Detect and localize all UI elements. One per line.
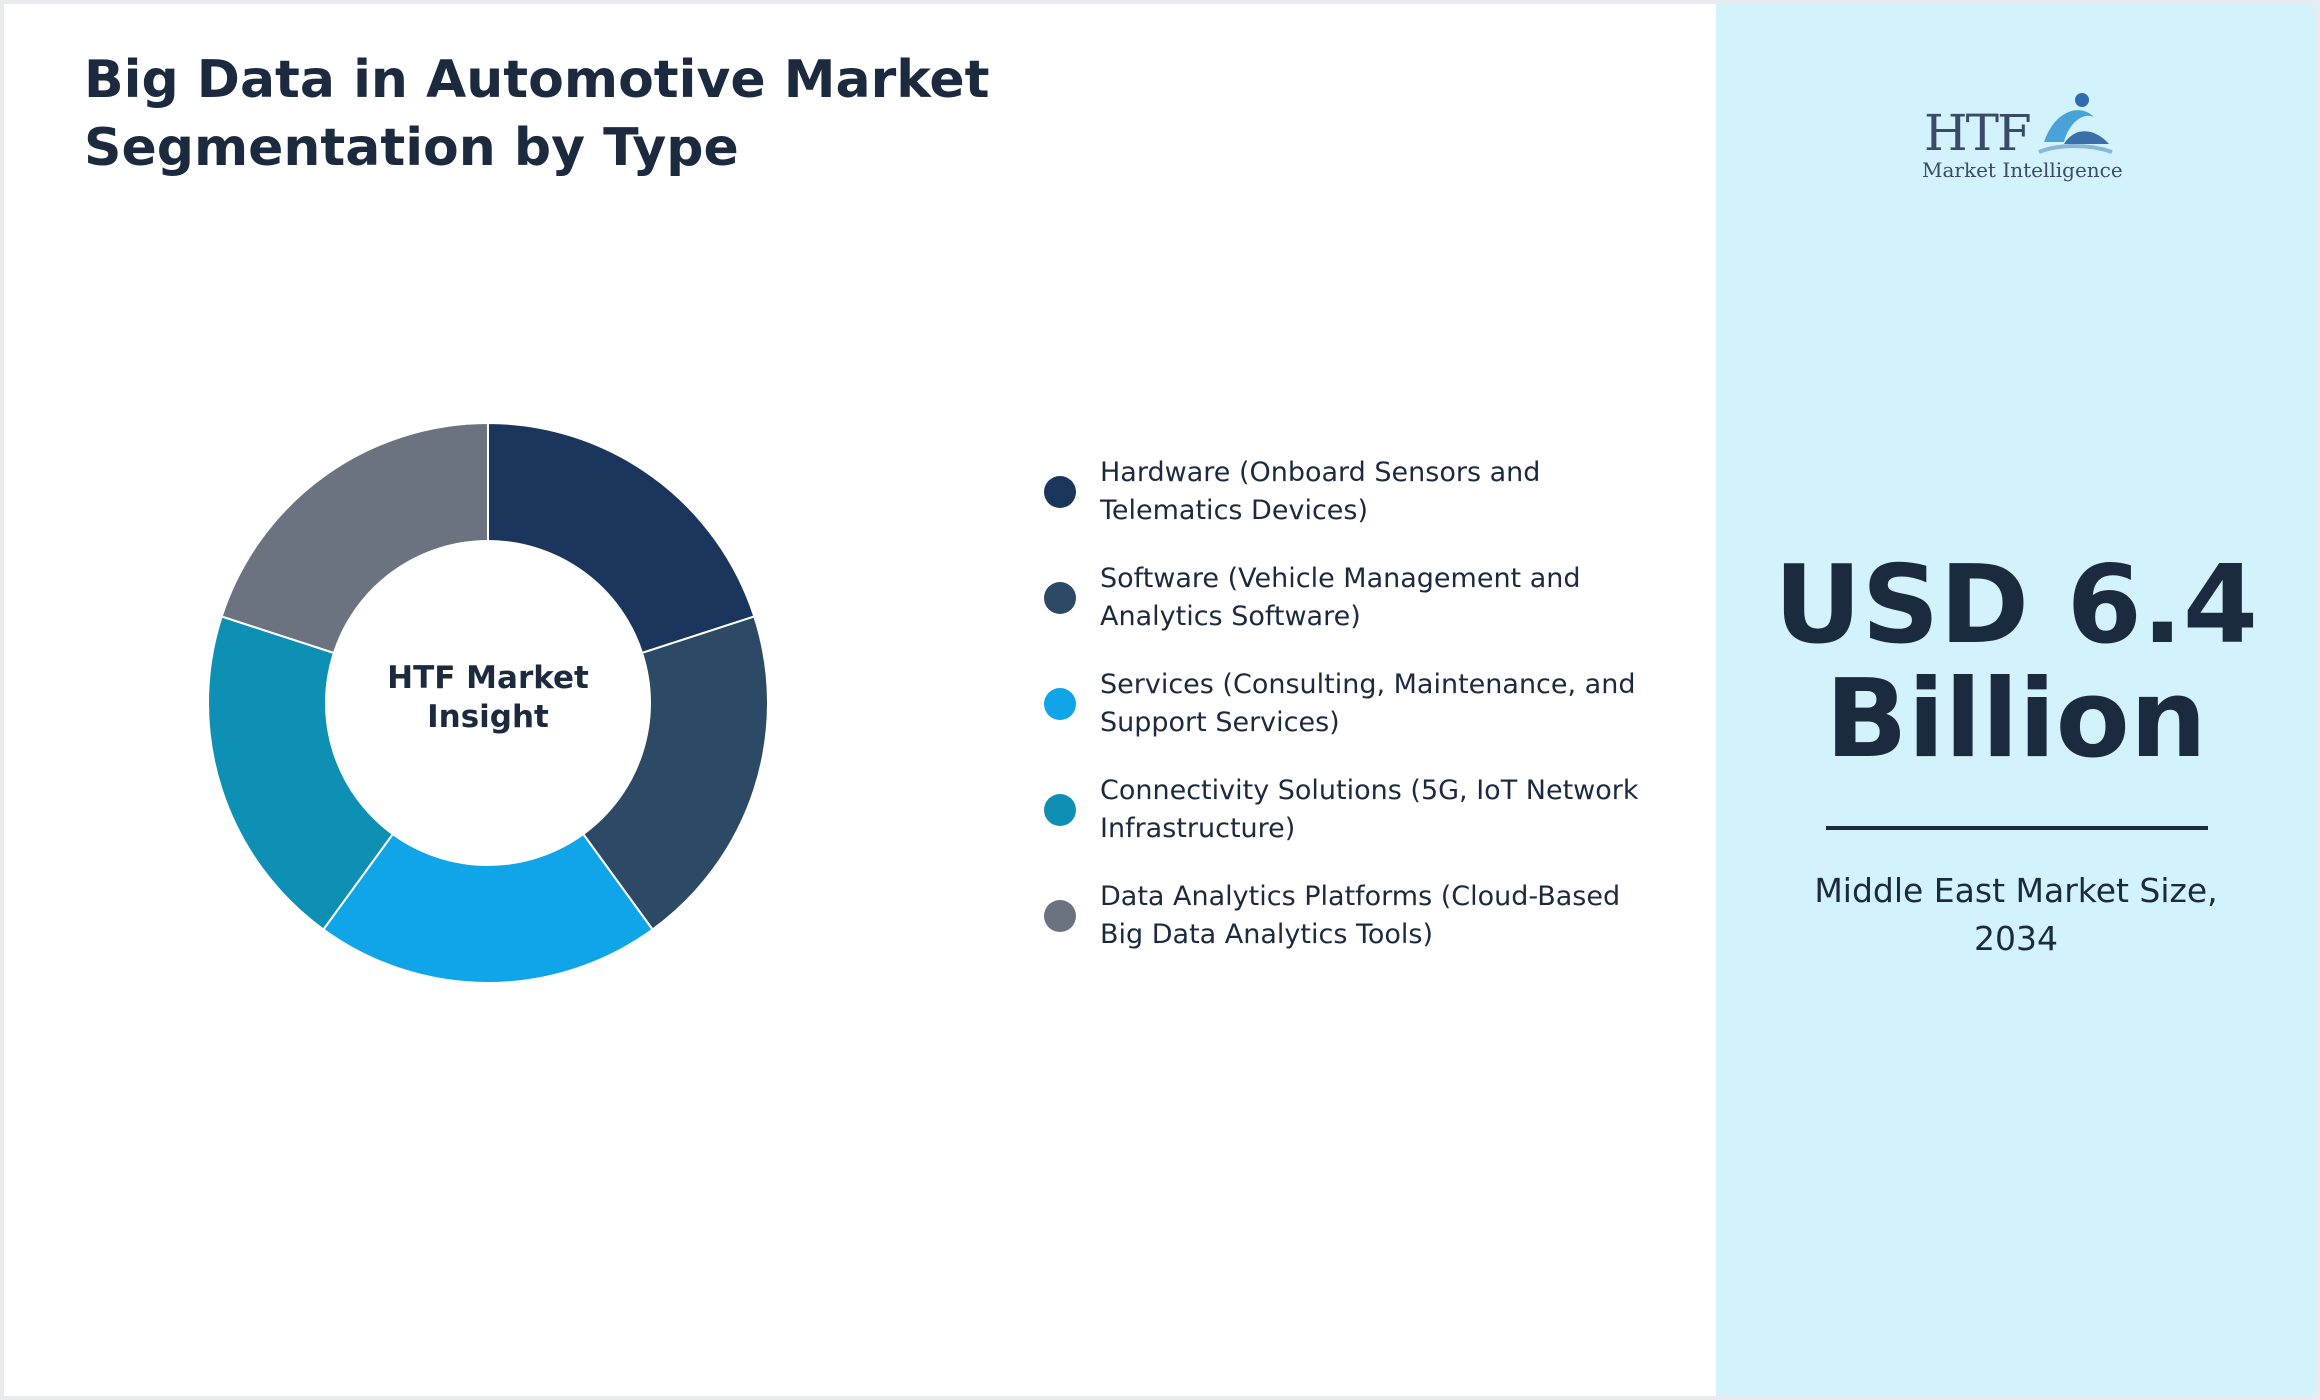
page-title: Big Data in Automotive Market Segmentati… bbox=[84, 46, 1084, 182]
legend-label-line-1: Software (Vehicle Management and bbox=[1100, 563, 1581, 594]
infographic-card: Big Data in Automotive Market Segmentati… bbox=[4, 4, 2316, 1396]
donut-slice-5 bbox=[220, 421, 489, 655]
legend-label: Data Analytics Platforms (Cloud-Based Bi… bbox=[1100, 878, 1640, 954]
htf-logo: HTF Market Intelligence bbox=[1922, 76, 2123, 186]
legend-item-services: Services (Consulting, Maintenance, and S… bbox=[1044, 666, 1644, 746]
caption-line-2: 2034 bbox=[1974, 919, 2058, 958]
caption-line-1: Middle East Market Size, bbox=[1814, 871, 2218, 910]
legend-label: Services (Consulting, Maintenance, and S… bbox=[1100, 666, 1640, 742]
legend-item-hardware: Hardware (Onboard Sensors and Telematics… bbox=[1044, 454, 1644, 534]
legend-label-line-2: Analytics Software) bbox=[1100, 601, 1361, 632]
logo-subtitle: Market Intelligence bbox=[1922, 158, 2123, 182]
market-value-line-2: Billion bbox=[1825, 657, 2207, 782]
logo-text: HTF bbox=[1924, 104, 2032, 162]
legend-swatch bbox=[1044, 688, 1076, 720]
donut-slice-2 bbox=[581, 615, 769, 931]
center-label-line-2: Insight bbox=[427, 699, 549, 735]
legend-label-line-1: Data Analytics Platforms (Cloud-Based bbox=[1100, 881, 1621, 912]
donut-slice-1 bbox=[487, 421, 756, 655]
legend-label-line-1: Connectivity Solutions (5G, IoT Network bbox=[1100, 775, 1639, 806]
center-label-line-1: HTF Market bbox=[387, 660, 589, 696]
legend-label-line-2: Support Services) bbox=[1100, 707, 1340, 738]
divider bbox=[1826, 826, 2208, 830]
legend-label-line-2: Infrastructure) bbox=[1100, 813, 1296, 844]
legend-label-line-1: Services (Consulting, Maintenance, and bbox=[1100, 669, 1636, 700]
legend-label-line-1: Hardware (Onboard Sensors and bbox=[1100, 457, 1541, 488]
logo-figure-icon bbox=[2038, 93, 2113, 154]
legend-label: Connectivity Solutions (5G, IoT Network … bbox=[1100, 772, 1640, 848]
donut-chart bbox=[207, 421, 769, 985]
donut-center-label: HTF Market Insight bbox=[308, 659, 668, 737]
legend-swatch bbox=[1044, 794, 1076, 826]
title-line-2: Segmentation by Type bbox=[84, 118, 739, 178]
market-caption: Middle East Market Size, 2034 bbox=[1756, 867, 2276, 963]
market-value-line-1: USD 6.4 bbox=[1773, 543, 2259, 668]
legend-item-software: Software (Vehicle Management and Analyti… bbox=[1044, 560, 1644, 640]
legend-label: Software (Vehicle Management and Analyti… bbox=[1100, 560, 1640, 636]
donut-slice-4 bbox=[207, 615, 395, 931]
title-line-1: Big Data in Automotive Market bbox=[84, 50, 990, 110]
legend-swatch bbox=[1044, 900, 1076, 932]
legend-swatch bbox=[1044, 476, 1076, 508]
legend-label: Hardware (Onboard Sensors and Telematics… bbox=[1100, 454, 1640, 530]
legend-item-connectivity: Connectivity Solutions (5G, IoT Network … bbox=[1044, 772, 1644, 852]
donut-slice-3 bbox=[322, 832, 654, 985]
legend-label-line-2: Big Data Analytics Tools) bbox=[1100, 919, 1434, 950]
legend-label-line-2: Telematics Devices) bbox=[1100, 495, 1368, 526]
legend-swatch bbox=[1044, 582, 1076, 614]
market-size-panel: HTF Market Intelligence USD 6.4 Billion … bbox=[1716, 4, 2316, 1396]
market-value: USD 6.4 Billion bbox=[1716, 549, 2316, 777]
legend-item-data-analytics: Data Analytics Platforms (Cloud-Based Bi… bbox=[1044, 878, 1644, 958]
